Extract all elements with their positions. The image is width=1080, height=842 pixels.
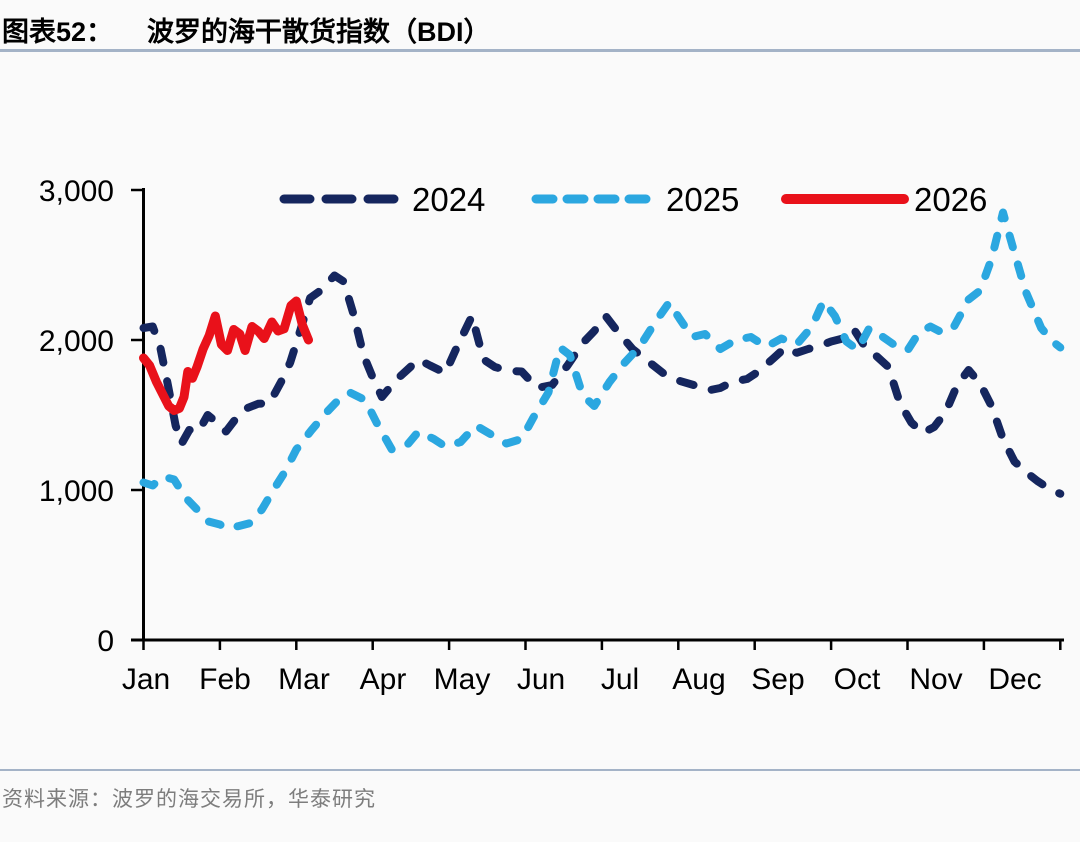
x-tick-label-apr: Apr <box>360 663 407 696</box>
source-note: 资料来源：波罗的海交易所，华泰研究 <box>2 787 376 811</box>
x-tick-label-nov: Nov <box>909 663 962 696</box>
series-line-2026 <box>139 296 313 415</box>
figure-number-label: 图表52： <box>2 17 114 47</box>
y-tick-label: 3,000 <box>39 175 114 208</box>
legend-label-2026: 2026 <box>914 181 987 218</box>
series-line-2024 <box>139 271 1065 498</box>
figure-title: 波罗的海干散货指数（BDI） <box>147 17 491 47</box>
y-tick-label: 2,000 <box>39 325 114 358</box>
x-tick-label-feb: Feb <box>199 663 251 696</box>
y-tick-label: 0 <box>97 625 114 658</box>
x-tick-label-jun: Jun <box>517 663 565 696</box>
x-tick-label-may: May <box>434 663 491 696</box>
title-divider <box>0 49 1080 52</box>
series-line-2025 <box>139 208 1065 533</box>
x-tick-label-mar: Mar <box>278 663 330 696</box>
x-tick-label-jul: Jul <box>601 663 639 696</box>
x-tick-label-aug: Aug <box>672 663 725 696</box>
x-tick-label-sep: Sep <box>751 663 804 696</box>
y-tick-label: 1,000 <box>39 475 114 508</box>
x-tick-label-oct: Oct <box>834 663 881 696</box>
footer-divider <box>0 769 1080 771</box>
x-tick-label-jan: Jan <box>122 663 170 696</box>
x-tick-label-dec: Dec <box>988 663 1041 696</box>
legend-label-2025: 2025 <box>666 181 739 218</box>
figure-heading: 图表52： 波罗的海干散货指数（BDI） <box>2 10 491 49</box>
legend-label-2024: 2024 <box>412 181 485 218</box>
